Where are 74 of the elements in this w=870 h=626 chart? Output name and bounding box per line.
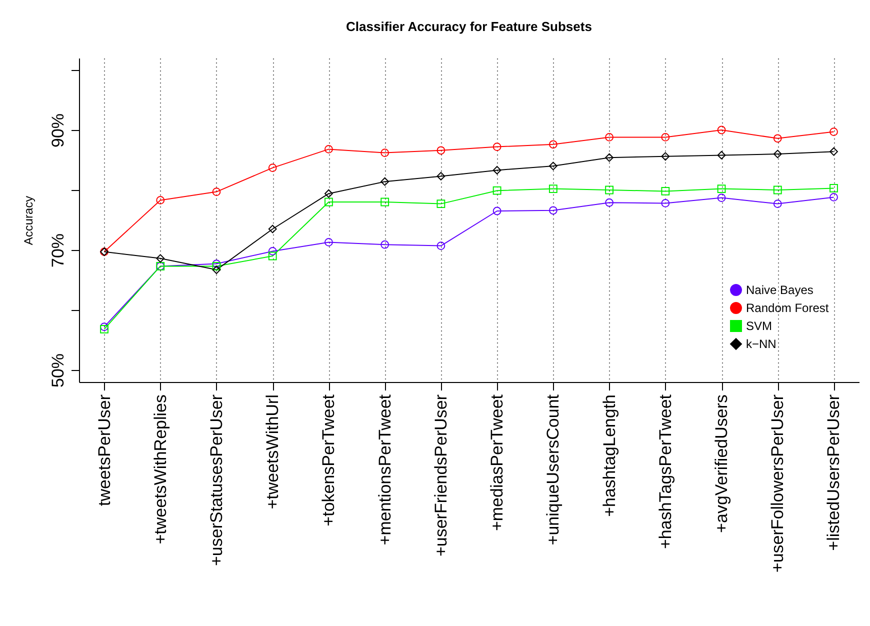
x-tick-label: +hashtagLength [600,394,619,517]
point [212,262,221,270]
point [324,145,333,154]
point [436,242,446,250]
point [548,140,558,149]
point [661,133,670,142]
point [436,172,446,180]
point [605,186,614,194]
point [717,150,726,160]
x-tick-label: +tweetsWithReplies [150,394,170,544]
point [773,134,782,143]
x-tick-label: +tweetsWithUrl [263,394,282,510]
x-tick-label: +userFriendsPerUser [431,394,450,557]
y-tick-label: 90% [48,113,68,148]
point [773,200,782,208]
legend-label: Random Forest [746,301,830,315]
y-tick-label: 70% [48,233,68,268]
legend-label: k−NN [746,337,776,351]
point [380,240,390,249]
point [830,193,838,202]
point [324,189,333,198]
point [605,153,614,162]
point [156,196,165,204]
y-tick-label: 50% [48,353,68,388]
point [661,152,670,161]
x-tick-label: +userStatusesPerUser [206,394,226,566]
point [773,150,782,158]
point [717,184,726,194]
chart-title: Classifier Accuracy for Feature Subsets [346,19,592,34]
legend-label: SVM [746,319,772,333]
point [268,224,277,234]
point [436,200,446,208]
point [548,162,558,170]
point [773,186,782,194]
x-tick-label: +avgVerifiedUsers [712,394,732,533]
point [605,133,614,142]
point [324,198,333,206]
point [380,148,390,157]
point [830,184,838,192]
x-tick-label: +listedUsersPerUser [824,394,844,551]
point [661,186,670,196]
x-tick-label: +userFollowersPerUser [768,394,788,573]
point [380,177,390,186]
point [324,238,333,246]
x-tick-label: +uniqueUsersCount [544,394,563,546]
point [436,146,446,155]
y-axis-title: Accuracy [22,196,36,246]
point [492,142,502,151]
x-tick-label: +mediasPerTweet [488,394,507,532]
point [212,188,221,196]
point [492,166,502,174]
legend-label: Naive Bayes [746,283,814,297]
point [661,199,670,208]
point [605,198,614,207]
point [212,266,221,274]
point [717,126,726,134]
x-tick-label: tweetsPerUser [94,394,114,506]
x-tick-label: +tokensPerTweet [319,394,338,526]
point [156,254,165,263]
point [268,164,277,172]
point [548,184,558,194]
point [717,194,726,202]
point [380,198,390,206]
point [830,128,838,136]
point [100,324,108,334]
point [830,147,838,156]
point [268,252,277,260]
x-tick-label: +mentionsPerTweet [375,394,394,546]
point [268,247,277,256]
point [492,206,502,216]
point [100,322,108,331]
x-tick-label: +hashTagsPerTweet [656,394,675,550]
point [548,206,558,215]
point [492,186,502,195]
